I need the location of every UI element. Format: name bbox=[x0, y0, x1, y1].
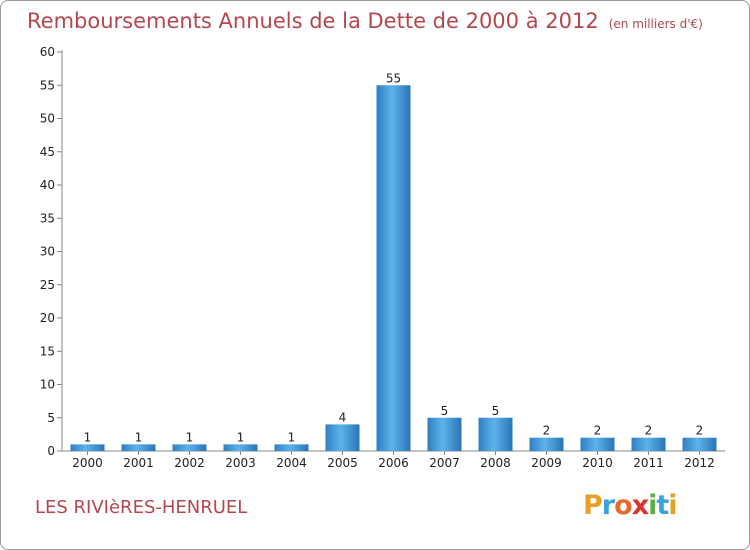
logo-letter: r bbox=[601, 490, 615, 521]
data-label: 1 bbox=[186, 430, 194, 444]
chart-unit: (en milliers d'€) bbox=[608, 17, 703, 31]
data-label: 4 bbox=[339, 410, 347, 424]
data-label: 1 bbox=[84, 430, 92, 444]
y-tick-label: 10 bbox=[40, 378, 55, 392]
x-tick-label: 2009 bbox=[531, 456, 562, 470]
logo-letter: i bbox=[648, 490, 657, 521]
data-label: 5 bbox=[441, 404, 449, 418]
x-tick-label: 2005 bbox=[327, 456, 358, 470]
x-tick-label: 2008 bbox=[480, 456, 511, 470]
chart-title-text: Remboursements Annuels de la Dette de 20… bbox=[27, 9, 599, 33]
bar-2011 bbox=[631, 437, 666, 451]
data-label: 2 bbox=[594, 424, 602, 438]
y-tick-label: 35 bbox=[40, 211, 55, 225]
proxiti-logo: Proxiti bbox=[583, 490, 678, 521]
bar-2002 bbox=[172, 444, 207, 451]
y-tick-label: 45 bbox=[40, 145, 55, 159]
x-tick-label: 2003 bbox=[225, 456, 256, 470]
bar-2008 bbox=[478, 417, 513, 451]
logo-letter: i bbox=[668, 490, 677, 521]
bar-2005 bbox=[325, 424, 360, 451]
bar-2006 bbox=[376, 85, 411, 451]
bar-2009 bbox=[529, 437, 564, 451]
data-label: 55 bbox=[386, 71, 401, 85]
y-tick-label: 40 bbox=[40, 178, 55, 192]
data-label: 2 bbox=[696, 424, 704, 438]
chart-title: Remboursements Annuels de la Dette de 20… bbox=[27, 9, 703, 33]
y-tick-label: 30 bbox=[40, 245, 55, 259]
bar-2000 bbox=[70, 444, 105, 451]
bar-2007 bbox=[427, 417, 462, 451]
logo-letter: x bbox=[631, 490, 649, 521]
data-label: 5 bbox=[492, 404, 500, 418]
commune-name: LES RIVIèRES-HENRUEL bbox=[35, 497, 248, 518]
x-tick-label: 2000 bbox=[72, 456, 103, 470]
y-tick-label: 0 bbox=[47, 444, 55, 458]
data-label: 2 bbox=[645, 424, 653, 438]
y-tick-label: 5 bbox=[47, 411, 55, 425]
x-tick-label: 2011 bbox=[633, 456, 664, 470]
bar-2001 bbox=[121, 444, 156, 451]
data-label: 1 bbox=[135, 430, 143, 444]
y-tick-label: 15 bbox=[40, 344, 55, 358]
x-tick-label: 2012 bbox=[684, 456, 715, 470]
logo-letter: o bbox=[614, 490, 633, 521]
x-tick-label: 2006 bbox=[378, 456, 409, 470]
bar-2012 bbox=[682, 437, 717, 451]
bar-2010 bbox=[580, 437, 615, 451]
logo-letter: t bbox=[656, 490, 669, 521]
y-tick-label: 25 bbox=[40, 278, 55, 292]
x-tick-label: 2007 bbox=[429, 456, 460, 470]
y-tick-label: 60 bbox=[40, 45, 55, 59]
data-label: 2 bbox=[543, 424, 551, 438]
x-tick-label: 2001 bbox=[123, 456, 154, 470]
data-label: 1 bbox=[237, 430, 245, 444]
bar-2003 bbox=[223, 444, 258, 451]
x-tick-label: 2004 bbox=[276, 456, 307, 470]
bar-2004 bbox=[274, 444, 309, 451]
y-tick-label: 20 bbox=[40, 311, 55, 325]
y-tick-label: 55 bbox=[40, 78, 55, 92]
logo-letter: P bbox=[583, 490, 603, 521]
data-label: 1 bbox=[288, 430, 296, 444]
y-tick-label: 50 bbox=[40, 112, 55, 126]
x-tick-label: 2002 bbox=[174, 456, 205, 470]
x-tick-label: 2010 bbox=[582, 456, 613, 470]
